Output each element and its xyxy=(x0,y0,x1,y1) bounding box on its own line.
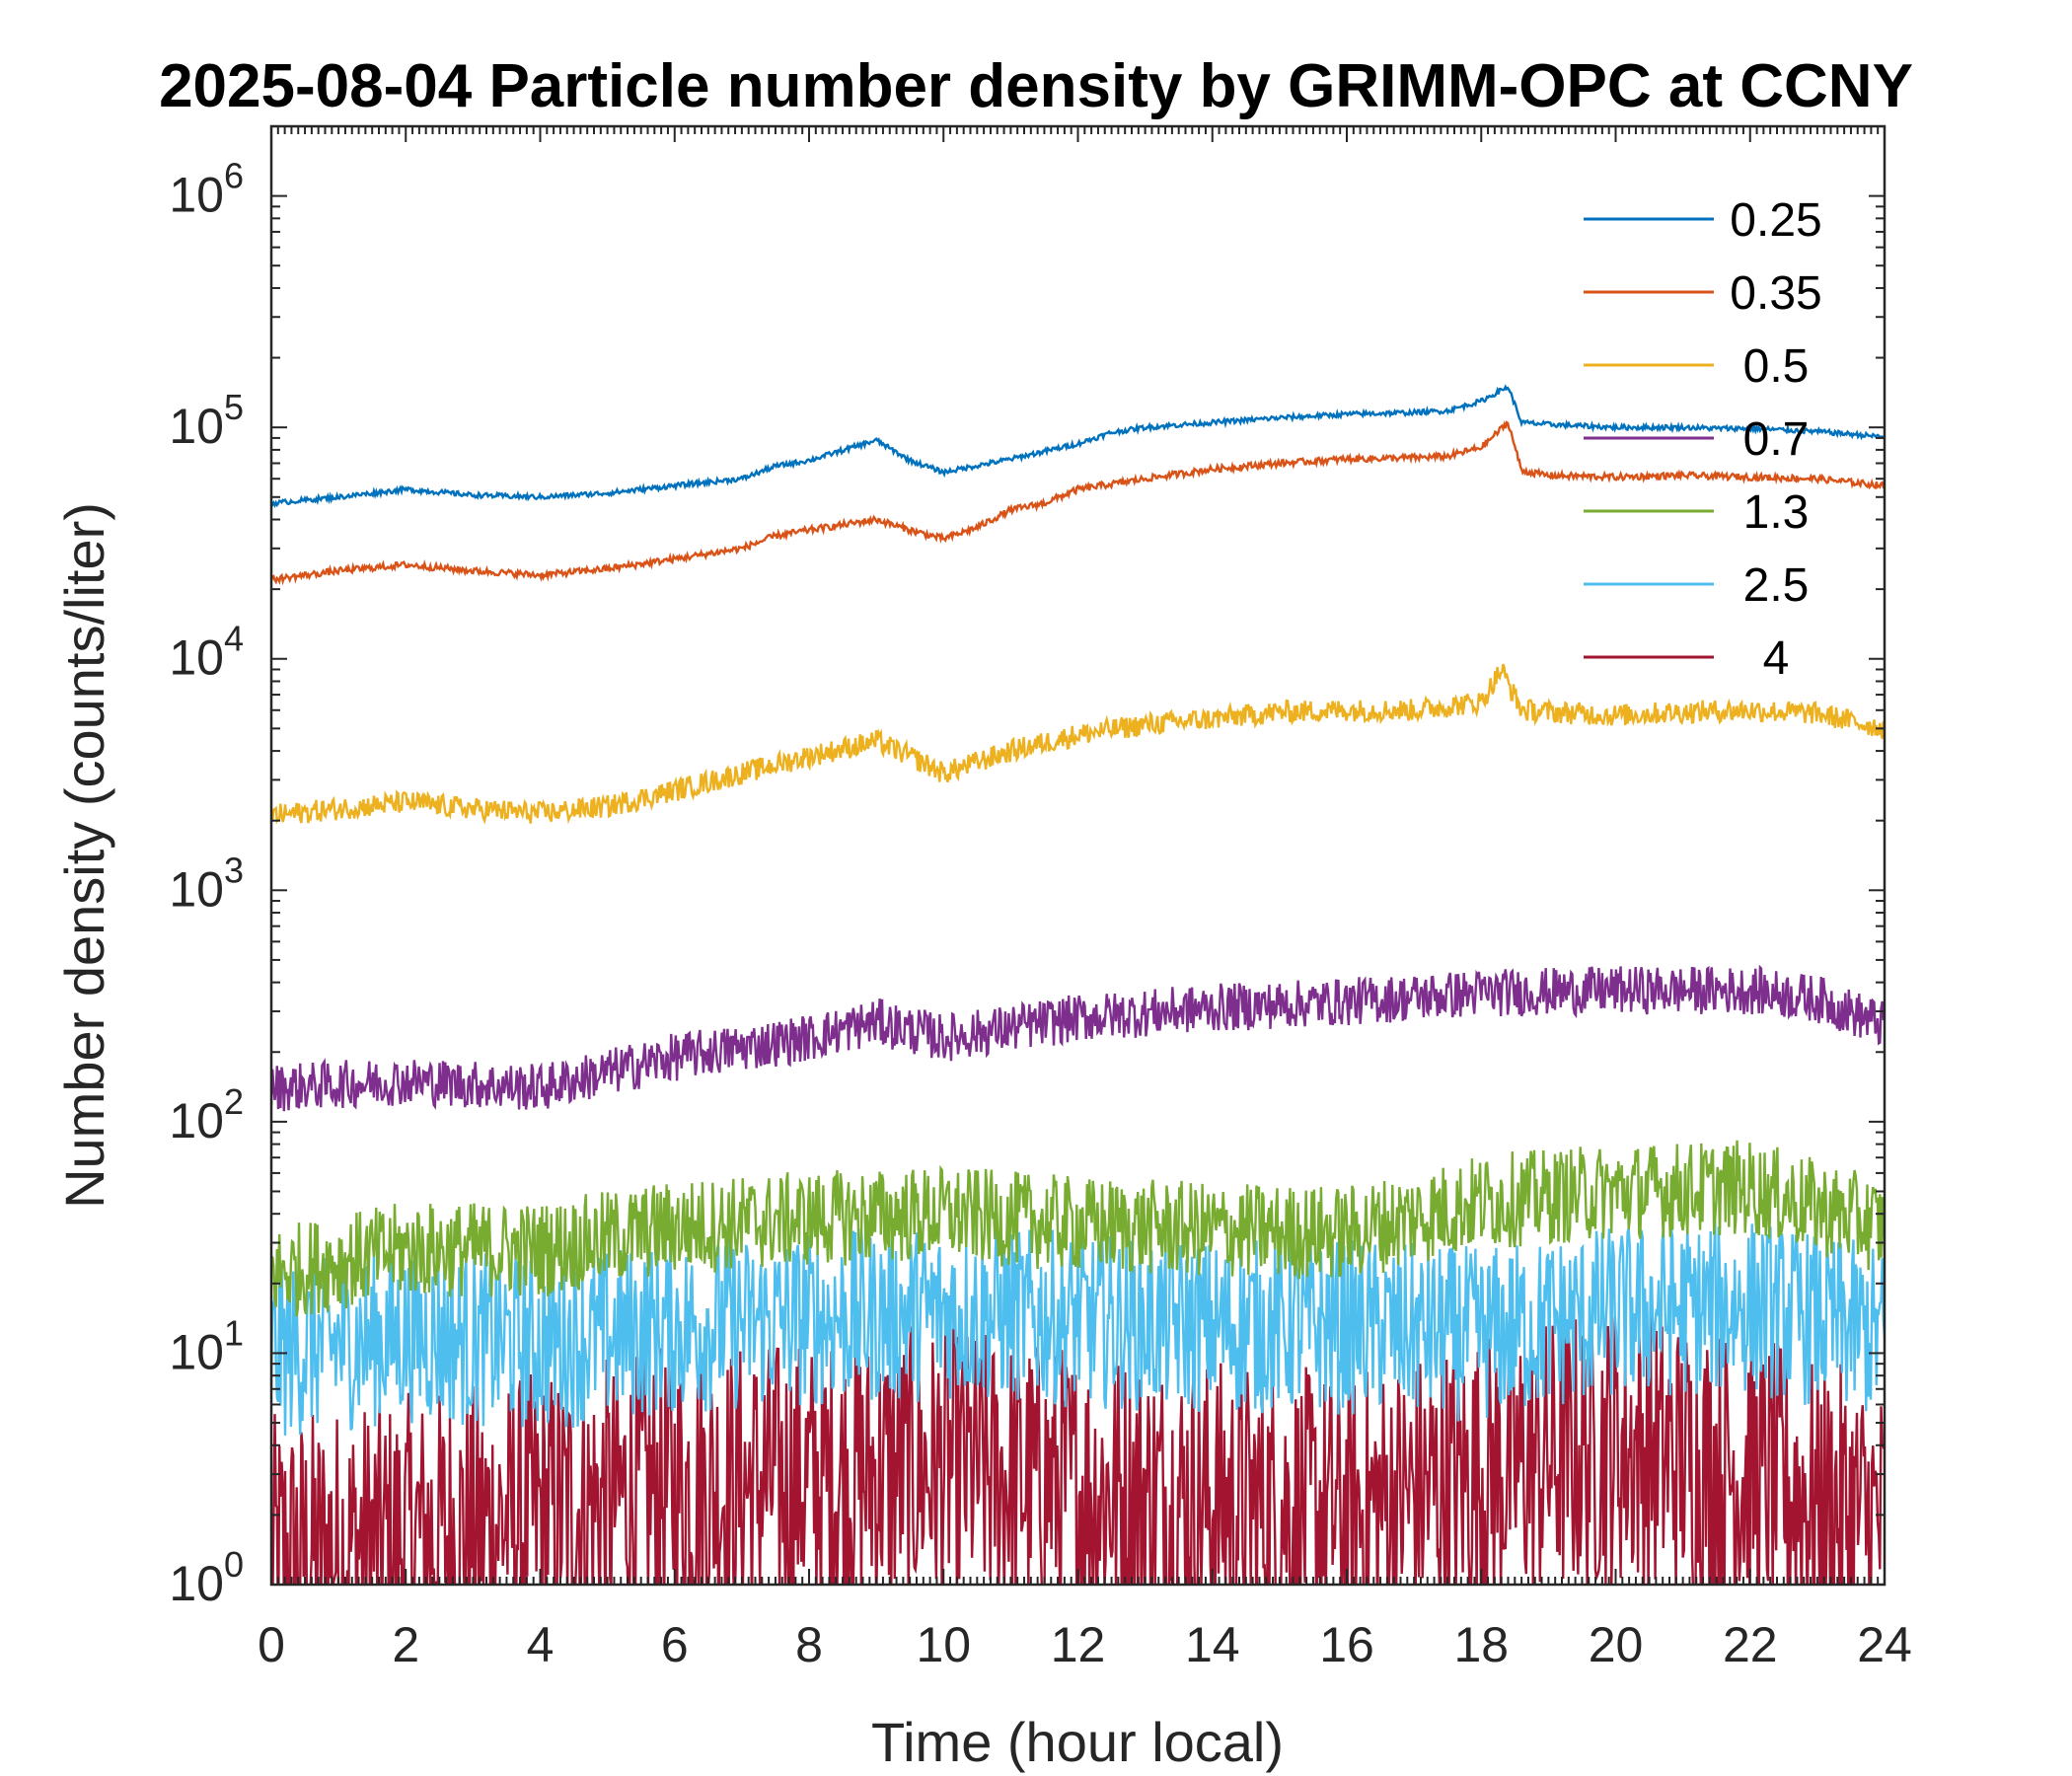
series-line-0-5 xyxy=(271,663,1885,825)
legend-label: 2.5 xyxy=(1743,559,1810,612)
series-line-0-35 xyxy=(271,420,1885,586)
series-line-0-25 xyxy=(271,384,1885,509)
legend-label: 4 xyxy=(1763,632,1790,685)
chart-title: 2025-08-04 Particle number density by GR… xyxy=(159,52,1913,120)
y-tick-label: 102 xyxy=(169,1081,244,1148)
x-tick-label: 0 xyxy=(258,1617,285,1672)
series-line-4 xyxy=(271,1316,1885,1585)
x-tick-label: 6 xyxy=(661,1617,689,1672)
y-tick-label: 104 xyxy=(169,619,244,686)
x-tick-label: 16 xyxy=(1319,1617,1374,1672)
series-layer xyxy=(271,384,1885,1585)
x-tick-label: 24 xyxy=(1857,1617,1912,1672)
legend-label: 0.7 xyxy=(1743,413,1810,466)
x-tick-label: 14 xyxy=(1185,1617,1240,1672)
y-tick-label: 106 xyxy=(169,156,244,223)
x-axis-label: Time (hour local) xyxy=(871,1711,1284,1773)
legend-label: 0.35 xyxy=(1730,267,1821,320)
x-tick-label: 10 xyxy=(916,1617,971,1672)
y-tick-label: 105 xyxy=(169,387,244,454)
x-tick-label: 2 xyxy=(392,1617,419,1672)
y-tick-label: 101 xyxy=(169,1312,244,1379)
x-tick-label: 4 xyxy=(527,1617,555,1672)
y-tick-label: 103 xyxy=(169,850,244,917)
x-tick-label: 22 xyxy=(1723,1617,1778,1672)
y-tick-label: 100 xyxy=(169,1544,244,1611)
x-tick-label: 8 xyxy=(795,1617,823,1672)
x-tick-label: 20 xyxy=(1589,1617,1644,1672)
legend-label: 0.25 xyxy=(1730,194,1821,247)
legend: 0.25 0.35 0.5 0.7 1.3 2.5 4 xyxy=(1584,194,1822,685)
series-line-1-3 xyxy=(271,1140,1885,1317)
legend-label: 0.5 xyxy=(1743,340,1810,393)
axes-layer: 0 2 4 6 8 10 12 14 16 18 20 22 241001011021031041051… xyxy=(169,124,1912,1672)
legend-label: 1.3 xyxy=(1743,486,1810,539)
series-line-0-7 xyxy=(271,964,1885,1112)
x-tick-label: 18 xyxy=(1453,1617,1509,1672)
x-tick-label: 12 xyxy=(1051,1617,1106,1672)
y-axis-label: Number density (counts/liter) xyxy=(53,502,115,1209)
